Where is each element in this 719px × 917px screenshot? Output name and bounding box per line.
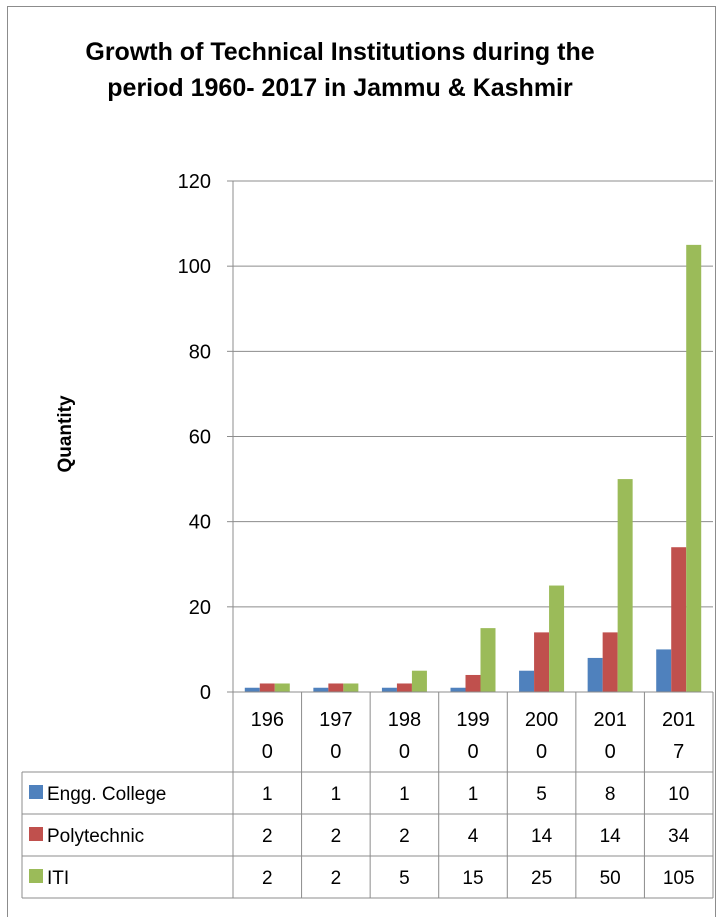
data-label: 50 xyxy=(600,868,621,889)
data-label: 5 xyxy=(399,868,410,889)
y-tick-label: 60 xyxy=(189,427,211,449)
bar xyxy=(617,479,633,692)
bar xyxy=(328,683,344,692)
data-label: 2 xyxy=(262,868,273,889)
bar xyxy=(587,657,603,692)
bar xyxy=(313,687,329,692)
y-tick-label: 80 xyxy=(189,341,211,363)
bar xyxy=(534,632,550,692)
series-name: Polytechnic xyxy=(47,826,144,847)
chart-frame xyxy=(7,6,716,917)
data-label: 14 xyxy=(531,826,553,847)
x-tick-label: 200 xyxy=(525,709,558,731)
x-tick-label: 201 xyxy=(662,709,695,731)
x-tick-label: 198 xyxy=(388,709,421,731)
bar xyxy=(519,670,535,692)
data-label: 15 xyxy=(462,868,483,889)
bar xyxy=(244,687,260,692)
x-tick-label: 201 xyxy=(593,709,626,731)
data-label: 1 xyxy=(262,784,273,805)
data-label: 1 xyxy=(468,784,479,805)
bar xyxy=(549,585,565,692)
x-tick-label: 0 xyxy=(467,741,478,763)
x-tick-label: 196 xyxy=(251,709,284,731)
legend-swatch xyxy=(29,827,43,841)
bar xyxy=(343,683,359,692)
bar xyxy=(671,547,687,692)
bar xyxy=(602,632,618,692)
gridlines xyxy=(233,180,713,608)
data-label: 8 xyxy=(605,784,616,805)
series-name: Engg. College xyxy=(47,784,166,805)
series-name: ITI xyxy=(47,868,69,889)
x-tick-label: 0 xyxy=(399,741,410,763)
x-tick-label: 0 xyxy=(330,741,341,763)
x-tick-label: 0 xyxy=(605,741,616,763)
data-label: 2 xyxy=(399,826,410,847)
bar xyxy=(259,683,275,692)
bar xyxy=(411,670,427,692)
legend-swatch xyxy=(29,785,43,799)
bars xyxy=(244,244,702,692)
data-label: 4 xyxy=(468,826,479,847)
x-tick-label: 0 xyxy=(536,741,547,763)
x-tick-label: 199 xyxy=(456,709,489,731)
data-label: 2 xyxy=(331,868,342,889)
bar xyxy=(450,687,466,692)
data-label: 105 xyxy=(663,868,695,889)
chart-title: Growth of Technical Institutions during … xyxy=(85,38,595,102)
legend-swatch xyxy=(29,869,43,883)
y-tick-label: 120 xyxy=(178,171,211,193)
y-axis-label: Quantity xyxy=(55,395,76,472)
data-label: 1 xyxy=(399,784,410,805)
y-tick-label: 40 xyxy=(189,512,211,534)
bar xyxy=(686,244,702,692)
axes: 0 20 40 60 80 100 120 xyxy=(178,171,713,704)
x-tick-label: 197 xyxy=(319,709,352,731)
data-label: 2 xyxy=(331,826,342,847)
bar xyxy=(381,687,397,692)
bar xyxy=(656,649,672,692)
y-tick-label: 100 xyxy=(178,256,211,278)
data-label: 1 xyxy=(331,784,342,805)
bar xyxy=(396,683,412,692)
data-label: 25 xyxy=(531,868,552,889)
y-tick-label: 0 xyxy=(200,682,211,704)
bar xyxy=(465,674,481,692)
x-tick-label: 0 xyxy=(262,741,273,763)
data-label: 14 xyxy=(600,826,622,847)
data-label: 34 xyxy=(668,826,690,847)
data-label: 10 xyxy=(668,784,689,805)
x-tick-label: 7 xyxy=(673,741,684,763)
bar xyxy=(480,628,496,692)
bar xyxy=(274,683,290,692)
data-label: 5 xyxy=(536,784,547,805)
y-tick-label: 20 xyxy=(189,597,211,619)
data-label: 2 xyxy=(262,826,273,847)
